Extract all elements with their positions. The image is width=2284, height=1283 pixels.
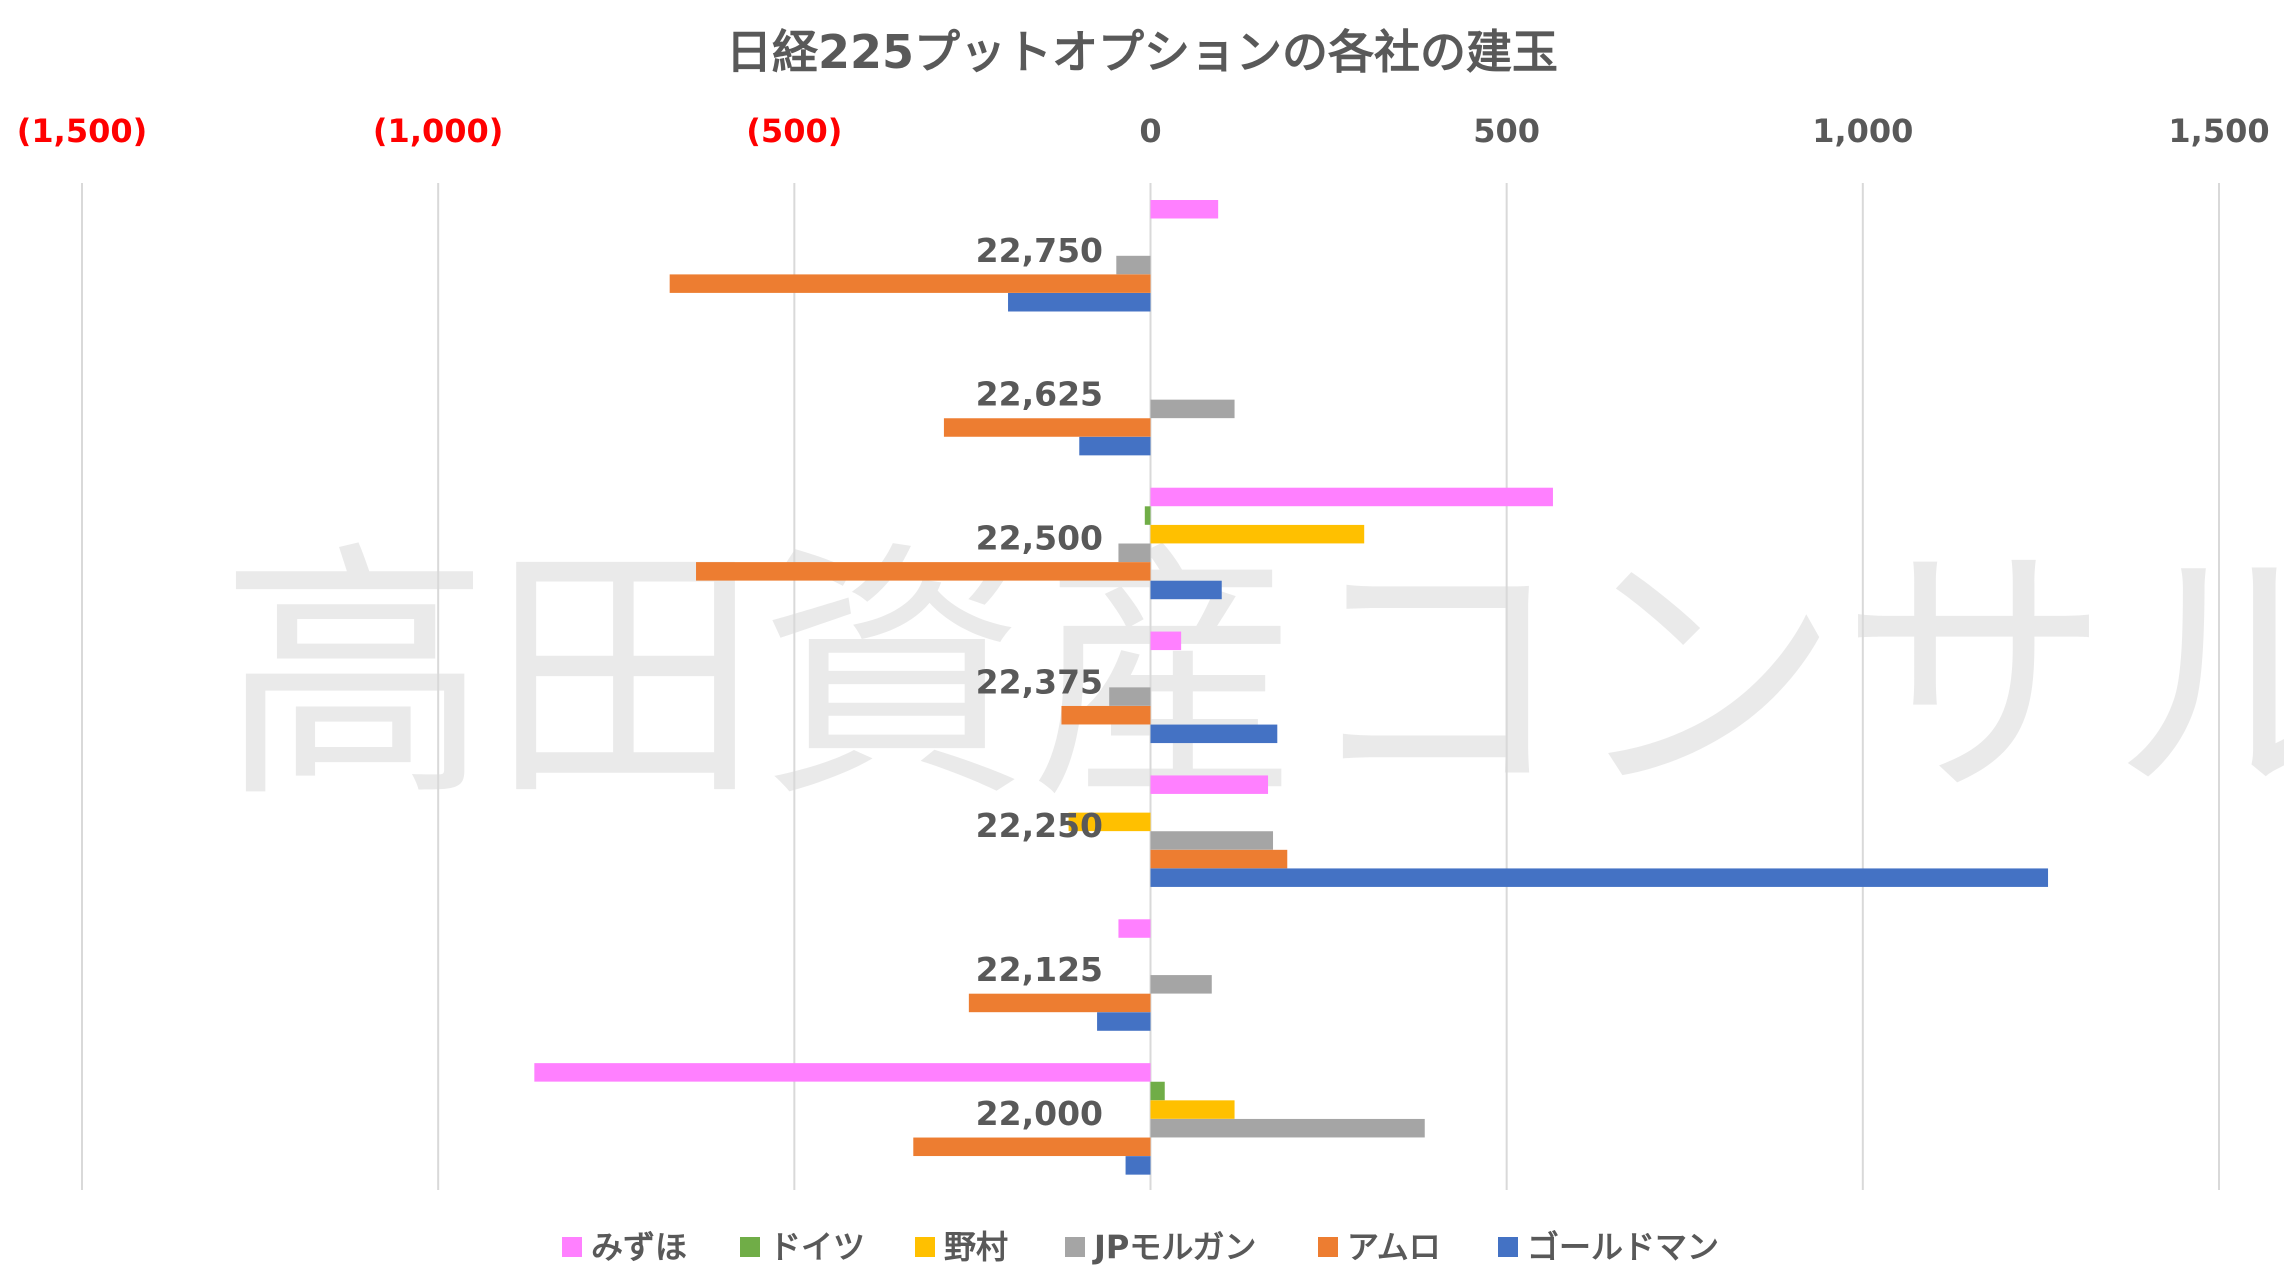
bar: [1150, 724, 1278, 744]
bar: [669, 274, 1151, 293]
x-tick-label: 0: [1139, 112, 1161, 150]
bar: [1116, 255, 1151, 275]
legend-label: ゴールドマン: [1527, 1228, 1719, 1266]
x-tick-label: (500): [746, 112, 842, 150]
bar: [1150, 831, 1274, 850]
legend: みずほ ドイツ 野村 JPモルガン アムロ ゴールドマン: [562, 1228, 1719, 1266]
bar: [1125, 1156, 1151, 1175]
legend-label: みずほ: [591, 1228, 687, 1266]
bar: [1079, 436, 1151, 456]
bar: [1150, 399, 1235, 419]
category-labels: 22,750 22,625 22,500 22,375 22,250 22,125 22,0…: [976, 231, 1103, 1133]
gridlines: [81, 183, 2220, 1190]
legend-label: ドイツ: [769, 1228, 865, 1266]
bar: [1150, 775, 1269, 794]
bar: [1150, 580, 1222, 600]
bar: [1150, 1100, 1235, 1119]
bar: [534, 1063, 1151, 1082]
bar: [1150, 200, 1219, 219]
bar: [1150, 487, 1553, 507]
x-tick-label: 1,500: [2168, 112, 2269, 150]
category-label: 22,625: [976, 375, 1103, 414]
bar: [913, 1137, 1151, 1157]
category-label: 22,250: [976, 806, 1103, 845]
bars: [534, 200, 2049, 1175]
legend-swatch: [1318, 1237, 1338, 1257]
x-tick-label: 1,000: [1812, 112, 1913, 150]
bar: [1150, 524, 1365, 544]
bar: [1068, 812, 1151, 832]
bar: [1150, 1081, 1165, 1101]
bar: [1150, 1118, 1425, 1138]
legend-swatch: [562, 1237, 582, 1257]
legend-swatch: [740, 1237, 760, 1257]
bar: [1150, 849, 1288, 869]
bar: [1008, 293, 1151, 312]
bar: [1150, 631, 1182, 651]
x-axis-tick-labels: (1,500) (1,000) (500) 0 500 1,000 1,500: [17, 112, 2270, 150]
bar: [1118, 543, 1151, 563]
bar: [1061, 705, 1151, 725]
bar: [1118, 919, 1151, 938]
x-tick-label: (1,000): [373, 112, 503, 150]
category-label: 22,500: [976, 519, 1103, 558]
x-tick-label: 500: [1473, 112, 1540, 150]
category-label: 22,375: [976, 662, 1103, 701]
bar: [968, 993, 1151, 1013]
bar: [1109, 687, 1151, 706]
legend-label: 野村: [944, 1228, 1008, 1266]
x-tick-label: (1,500): [17, 112, 147, 150]
legend-label: JPモルガン: [1092, 1228, 1256, 1266]
category-label: 22,750: [976, 231, 1103, 270]
legend-label: アムロ: [1347, 1228, 1441, 1266]
category-label: 22,125: [976, 950, 1103, 989]
legend-swatch: [1065, 1237, 1085, 1257]
bar: [696, 562, 1151, 581]
legend-swatch: [915, 1237, 935, 1257]
bar: [943, 418, 1151, 437]
bar: [1097, 1012, 1151, 1031]
bar: [1150, 975, 1212, 994]
bar: [1150, 868, 2049, 887]
category-label: 22,000: [976, 1094, 1103, 1133]
legend-swatch: [1498, 1237, 1518, 1257]
chart-title: 日経225プットオプションの各社の建玉: [726, 25, 1558, 79]
bar: [1144, 506, 1151, 525]
